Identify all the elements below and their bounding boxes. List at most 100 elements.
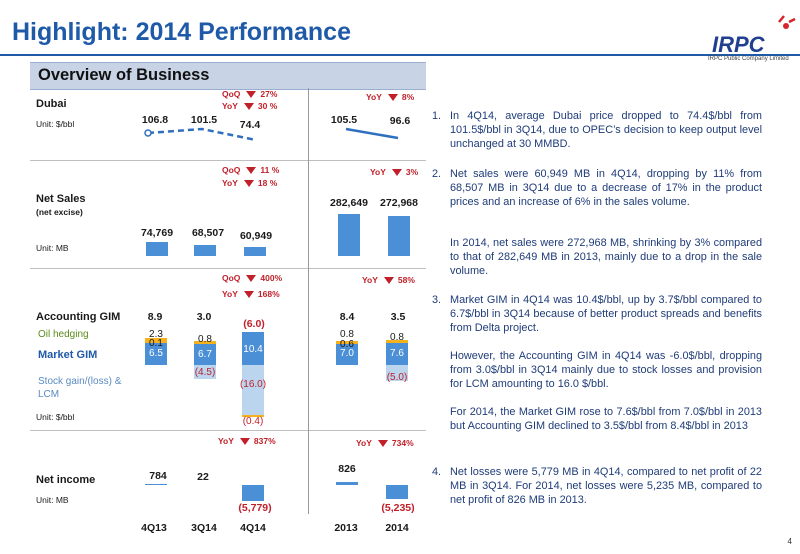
net-income-yoy-year: YoY 734% — [356, 438, 414, 448]
dubai-qoq: QoQ 27% — [222, 89, 277, 99]
row-separator — [30, 160, 426, 161]
gim-qoq: QoQ 400% — [222, 273, 282, 283]
dubai-year-line — [345, 127, 399, 140]
bullet-text: For 2014, the Market GIM rose to 7.6$/bb… — [450, 406, 762, 432]
oil-hedging-bar-2014 — [386, 340, 408, 343]
dubai-yoy-y-value: 8% — [401, 92, 415, 102]
irpc-logo: IRPC — [712, 15, 796, 57]
dubai-value-4q13: 106.8 — [141, 114, 169, 126]
oil-hedging-bar-4q13 — [145, 338, 167, 343]
dubai-yoy-quarter: YoY 30 % — [222, 101, 277, 111]
net-sales-value-4q14: 60,949 — [239, 230, 273, 242]
net-income-value-3q14: 22 — [197, 471, 209, 483]
net-income-bar-4q14 — [242, 485, 264, 501]
dubai-yoy-year: YoY 8% — [366, 92, 414, 102]
bullet-text: Net losses were 5,779 MB in 4Q14, compar… — [450, 466, 762, 506]
section-title: Overview of Business — [38, 66, 210, 84]
dubai-value-2014: 96.6 — [389, 115, 411, 127]
logo-text: IRPC — [712, 32, 766, 57]
net-sales-yoy-y-label: YoY — [370, 167, 386, 177]
net-sales-qoq: QoQ 11 % — [222, 165, 279, 175]
down-arrow-icon — [377, 440, 388, 447]
net-income-value-2014: (5,235) — [381, 502, 415, 514]
dubai-qoq-label: QoQ — [222, 89, 241, 99]
accounting-gim-value-2013: 8.4 — [339, 311, 355, 323]
net-sales-yoy-quarter: YoY 18 % — [222, 178, 277, 188]
dubai-yoy-q-value: 30 % — [257, 101, 278, 111]
net-sales-qoq-label: QoQ — [222, 165, 241, 175]
gim-yoy-y-value: 58% — [397, 275, 415, 285]
gim-yoy-quarter: YoY 168% — [222, 289, 280, 299]
net-sales-unit: Unit: MB — [36, 243, 69, 253]
dubai-qoq-value: 27% — [260, 89, 278, 99]
down-arrow-icon — [383, 277, 394, 284]
accounting-gim-value-4q13: 8.9 — [147, 311, 163, 323]
market-gim-value-4q13: 6.5 — [149, 348, 163, 359]
oil-extra-value-4q13: 0.1 — [149, 338, 163, 349]
page-number: 4 — [787, 537, 792, 546]
stock-gain-loss-label-line1: Stock gain/(loss) & — [38, 376, 122, 387]
net-sales-yoy-y-value: 3% — [405, 167, 419, 177]
market-gim-bar-3q14 — [194, 344, 216, 365]
net-sales-label: Net Sales — [36, 193, 86, 205]
market-gim-bar-2014 — [386, 343, 408, 365]
dubai-value-3q14: 101.5 — [190, 114, 218, 126]
net-income-yoy-y-label: YoY — [356, 438, 372, 448]
down-arrow-icon — [246, 91, 257, 98]
accounting-gim-value-3q14: 3.0 — [196, 311, 212, 323]
gim-yoy-q-value: 168% — [257, 289, 280, 299]
market-gim-bar-2013 — [336, 344, 358, 365]
oil-hedging-label: Oil hedging — [38, 329, 89, 340]
gim-yoy-year: YoY 58% — [362, 275, 415, 285]
net-income-label: Net income — [36, 474, 96, 486]
market-gim-value-3q14: 6.7 — [198, 349, 212, 360]
market-gim-value-4q14: 10.4 — [243, 344, 263, 355]
net-income-value-4q13: 784 — [149, 470, 167, 482]
dubai-unit: Unit: $/bbl — [36, 119, 75, 129]
title-underline — [0, 54, 800, 56]
down-arrow-icon — [243, 291, 254, 298]
dubai-label: Dubai — [36, 98, 67, 110]
period-label-4q13: 4Q13 — [141, 522, 167, 534]
oil-hedging-value-4q13: 2.3 — [149, 329, 163, 340]
down-arrow-icon — [243, 103, 254, 110]
down-arrow-icon — [387, 94, 398, 101]
bullet-text: In 2014, net sales were 272,968 MB, shri… — [450, 237, 762, 277]
dubai-value-4q14: 74.4 — [239, 119, 261, 131]
net-sales-bar-2014 — [388, 216, 410, 256]
oil-hedging-bar-3q14 — [194, 341, 216, 344]
dubai-yoy-y-label: YoY — [366, 92, 382, 102]
down-arrow-icon — [239, 438, 250, 445]
net-sales-value-4q13: 74,769 — [140, 227, 174, 239]
gim-yoy-q-label: YoY — [222, 289, 238, 299]
stock-loss-value-2014: (5.0) — [386, 372, 408, 383]
oil-hedging-value-3q14: 0.8 — [198, 334, 212, 345]
dubai-point-4q13 — [144, 129, 152, 137]
stock-loss-value-4q14: (16.0) — [239, 379, 267, 390]
net-income-value-4q14: (5,779) — [238, 502, 272, 514]
column-divider — [308, 88, 309, 514]
stock-loss-value-3q14: (4.5) — [194, 367, 216, 378]
net-income-yoy-q-label: YoY — [218, 436, 234, 446]
net-sales-bar-4q13 — [146, 242, 168, 256]
market-gim-label: Market GIM — [38, 349, 98, 361]
dubai-yoy-q-label: YoY — [222, 101, 238, 111]
net-income-yoy-q-value: 837% — [253, 436, 276, 446]
net-sales-value-2014: 272,968 — [380, 197, 418, 209]
bullet-text: Net sales were 60,949 MB in 4Q14, droppi… — [450, 168, 762, 208]
gim-unit: Unit: $/bbl — [36, 412, 75, 422]
row-separator — [30, 268, 426, 269]
market-gim-value-2014: 7.6 — [390, 348, 404, 359]
net-income-yoy-quarter: YoY 837% — [218, 436, 276, 446]
bullet-text: Market GIM in 4Q14 was 10.4$/bbl, up by … — [450, 294, 762, 334]
bullet-number: 2. — [432, 168, 442, 180]
page-title: Highlight: 2014 Performance — [12, 18, 351, 46]
oil-hedging-value-4q14: (0.4) — [242, 416, 264, 427]
accounting-gim-label: Accounting GIM — [36, 311, 121, 323]
bullet-text: However, the Accounting GIM in 4Q14 was … — [450, 350, 762, 390]
oil-hedging-bar-4q14 — [242, 415, 264, 417]
oil-hedging-value-2014: 0.8 — [390, 332, 404, 343]
period-label-3q14: 3Q14 — [191, 522, 217, 534]
stock-loss-bar-4q14 — [242, 365, 264, 415]
